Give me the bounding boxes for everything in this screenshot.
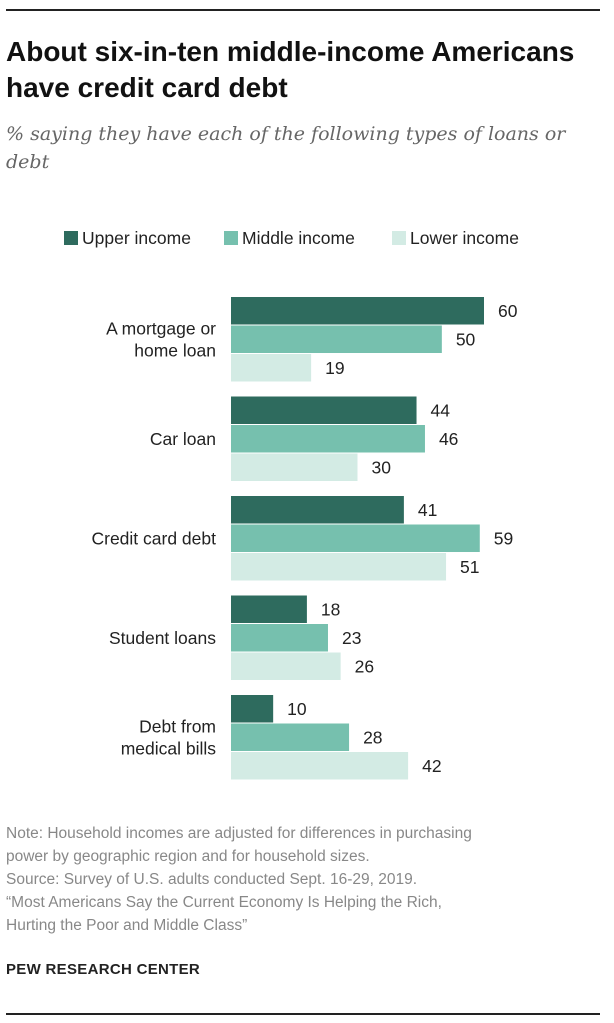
data-label: 46 xyxy=(439,429,458,449)
category-label: home loan xyxy=(134,340,216,360)
data-label: 42 xyxy=(422,756,441,776)
bar xyxy=(231,354,312,382)
bar xyxy=(231,723,350,751)
data-label: 51 xyxy=(460,557,479,577)
bar xyxy=(231,453,358,481)
data-label: 10 xyxy=(287,699,307,719)
bar xyxy=(231,524,480,552)
report-line: “Most Americans Say the Current Economy … xyxy=(6,894,442,911)
legend-label: Upper income xyxy=(82,228,191,248)
bar-chart: Upper income Middle income Lower income A m… xyxy=(64,228,519,780)
note-line: Note: Household incomes are adjusted for… xyxy=(6,825,472,842)
bar xyxy=(231,752,409,780)
data-label: 60 xyxy=(498,301,518,321)
notes: Note: Household incomes are adjusted for… xyxy=(6,822,606,937)
bar xyxy=(231,652,341,680)
chart-title: About six-in-ten middle-income Americans… xyxy=(6,36,575,103)
category-label: Student loans xyxy=(109,628,216,648)
bar xyxy=(231,496,404,524)
data-label: 30 xyxy=(372,457,392,477)
bar xyxy=(231,396,417,424)
category-label: A mortgage or xyxy=(106,318,216,338)
bar xyxy=(231,624,328,652)
legend-swatch xyxy=(64,231,78,245)
data-label: 59 xyxy=(494,528,513,548)
data-label: 44 xyxy=(431,400,451,420)
report-line: Hurting the Poor and Middle Class” xyxy=(6,917,248,934)
brand-logo-text: PEW RESEARCH CENTER xyxy=(6,961,201,978)
bar xyxy=(231,595,307,623)
data-label: 50 xyxy=(456,329,476,349)
source-line: Source: Survey of U.S. adults conducted … xyxy=(6,871,417,888)
data-label: 18 xyxy=(321,599,340,619)
category-label: Car loan xyxy=(150,429,216,449)
data-label: 19 xyxy=(325,358,344,378)
legend-swatch xyxy=(392,231,406,245)
bar xyxy=(231,325,442,353)
data-label: 41 xyxy=(418,500,437,520)
chart-subtitle: % saying they have each of the following… xyxy=(6,123,566,173)
bar xyxy=(231,297,484,325)
top-rule xyxy=(6,9,600,11)
data-label: 28 xyxy=(363,727,382,747)
bar xyxy=(231,553,447,581)
category-label: medical bills xyxy=(121,738,217,758)
data-label: 23 xyxy=(342,628,361,648)
note-line: power by geographic region and for house… xyxy=(6,848,370,865)
bottom-rule xyxy=(6,1013,600,1015)
category-label: Credit card debt xyxy=(91,528,216,548)
legend-label: Lower income xyxy=(410,228,519,248)
legend-label: Middle income xyxy=(242,228,355,248)
bar xyxy=(231,425,425,453)
legend-swatch xyxy=(224,231,238,245)
bar xyxy=(231,695,274,723)
category-label: Debt from xyxy=(139,716,216,736)
data-label: 26 xyxy=(355,656,374,676)
